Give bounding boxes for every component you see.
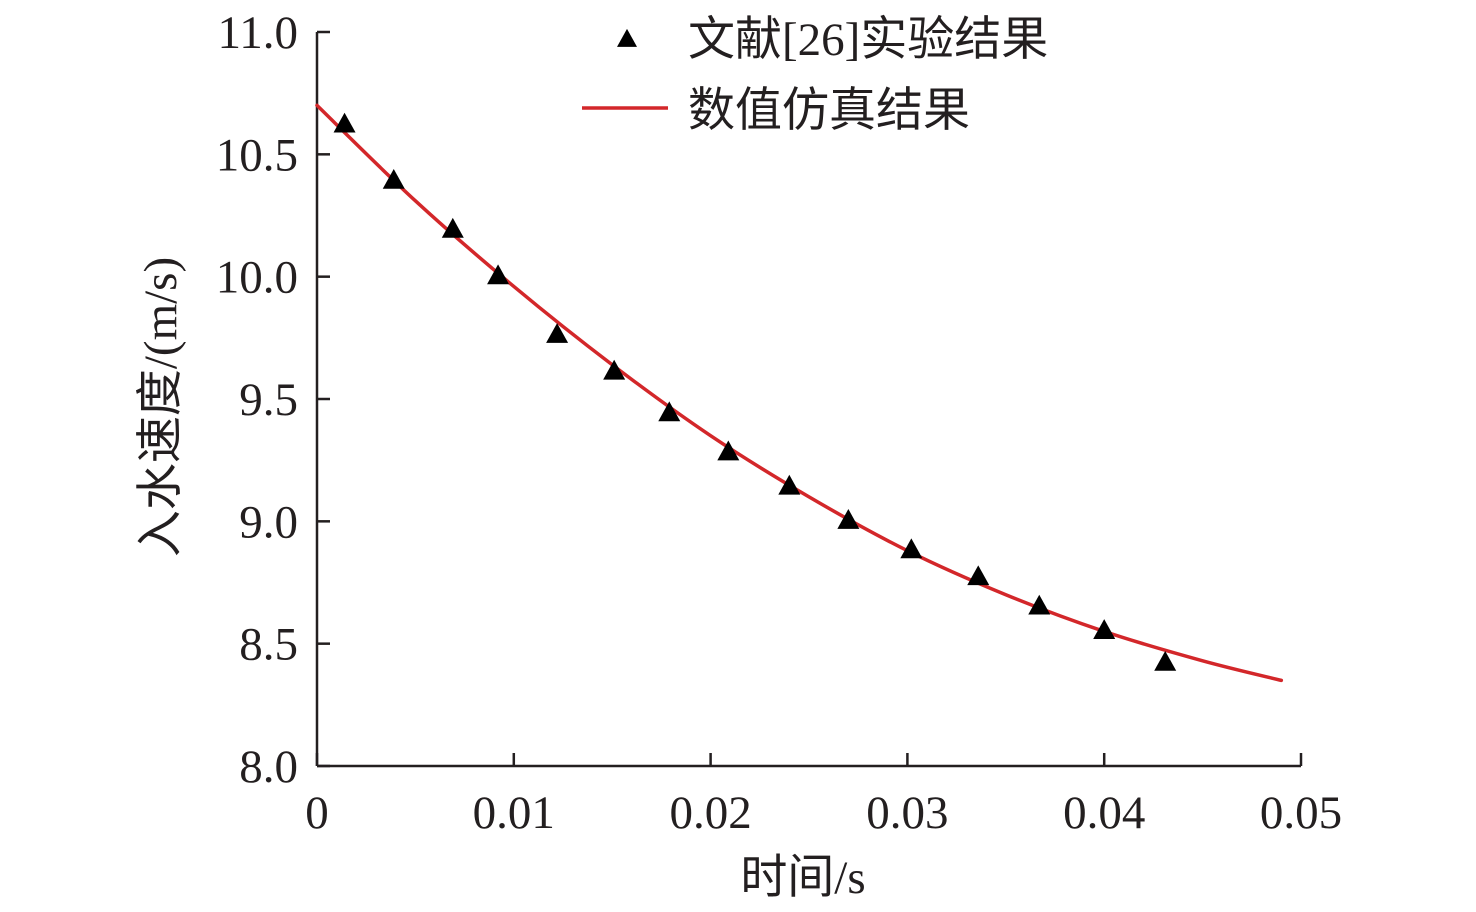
y-tick-label: 9.0 [239,496,298,548]
experiment-data-point [1093,619,1116,639]
experiment-data-point [717,440,740,461]
x-tick-label: 0.02 [669,787,751,839]
x-tick-label: 0 [305,787,329,839]
experiment-data-point [658,401,681,422]
y-tick-label: 10.5 [216,129,298,181]
x-axis-title: 时间/s [740,852,865,904]
y-tick-label: 10.0 [216,252,298,304]
experiment-data-point [900,538,923,559]
legend-marker-triangle [617,28,637,47]
x-axis-ticks: 0 0.01 0.02 0.03 0.04 0.05 [305,753,1342,839]
experiment-data-point [603,359,626,380]
plot-area [315,103,1284,683]
legend: 文献[26]实验结果 数值仿真结果 [582,14,1048,137]
experiment-data-point [546,323,569,343]
experiment-data-point [837,509,860,529]
y-tick-label: 11.0 [217,7,298,59]
y-axis-ticks: 8.0 8.5 9.0 9.5 10.0 10.5 11.0 [216,7,330,793]
experiment-data-point [1028,594,1051,615]
x-tick-label: 0.03 [866,787,948,839]
experiment-series-points [333,112,1177,671]
y-tick-label: 9.5 [239,374,298,426]
experiment-data-point [382,168,405,189]
experiment-data-point [967,565,990,586]
x-tick-label: 0.04 [1063,787,1145,839]
legend-label-experiment: 文献[26]实验结果 [688,14,1048,66]
experiment-data-point [1154,650,1177,671]
experiment-data-point [333,112,356,133]
simulation-series-line [315,103,1284,683]
y-axis-title: 入水速度/(m/s) [135,257,187,557]
experiment-data-point [441,217,464,238]
y-tick-label: 8.0 [239,741,298,793]
y-tick-label: 8.5 [239,619,298,671]
x-tick-label: 0.01 [473,787,555,839]
x-tick-label: 0.05 [1260,787,1342,839]
legend-label-simulation: 数值仿真结果 [688,85,970,137]
experiment-data-point [487,264,510,285]
experiment-data-point [778,474,801,495]
